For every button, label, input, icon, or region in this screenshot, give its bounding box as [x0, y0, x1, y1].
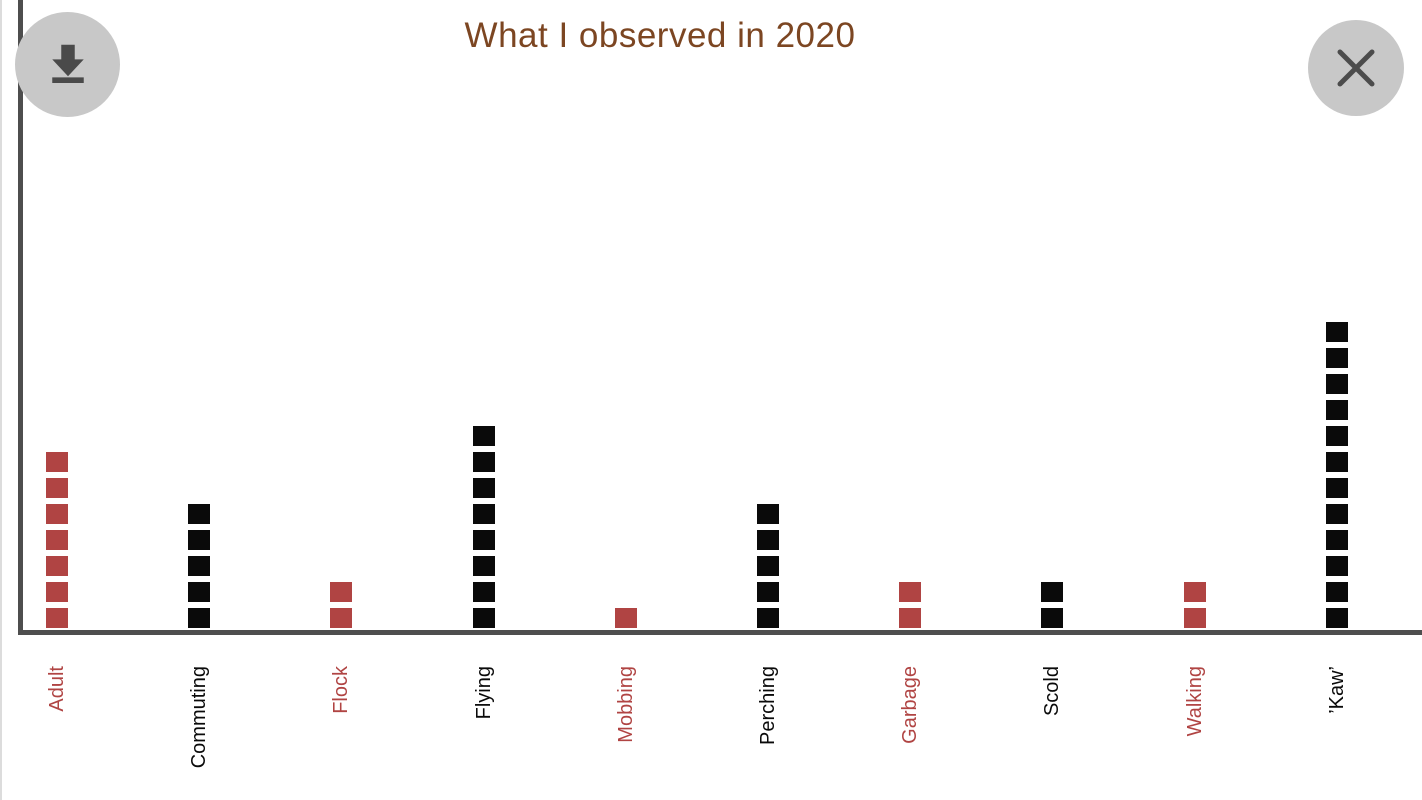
- pictogram-square: [1325, 426, 1348, 446]
- x-tick-label: Flying: [472, 666, 495, 720]
- chart-column: [330, 582, 353, 628]
- pictogram-square: [757, 530, 779, 550]
- pictogram-square: [188, 608, 211, 628]
- download-icon: [51, 44, 84, 83]
- pictogram-square: [472, 504, 495, 524]
- pictogram-square: [472, 478, 495, 498]
- pictogram-square: [472, 426, 495, 446]
- x-tick-label: Garbage: [899, 666, 922, 744]
- close-button[interactable]: [1308, 20, 1404, 116]
- pictogram-square: [1041, 608, 1064, 628]
- chart-column: [614, 608, 637, 628]
- x-tick-label: ’Kaw’: [1325, 666, 1348, 714]
- pictogram-square: [1325, 400, 1348, 420]
- pictogram-square: [1183, 608, 1206, 628]
- pictogram-square: [1325, 504, 1348, 524]
- pictogram-square: [757, 608, 779, 628]
- pictogram-square: [472, 608, 495, 628]
- x-tick-label: Perching: [757, 666, 779, 745]
- chart-column: [1183, 582, 1206, 628]
- pictogram-square: [330, 608, 353, 628]
- pictogram-square: [46, 608, 68, 628]
- pictogram-square: [1041, 582, 1064, 602]
- chart-column: [1041, 582, 1064, 628]
- pictogram-square: [472, 530, 495, 550]
- pictogram-square: [188, 530, 211, 550]
- pictogram-square: [46, 478, 68, 498]
- x-tick-label: Mobbing: [614, 666, 637, 743]
- pictogram-square: [1183, 582, 1206, 602]
- y-axis-line: [18, 0, 23, 635]
- pictogram-square: [472, 556, 495, 576]
- chart-column: [472, 426, 495, 628]
- pictogram-square: [1325, 556, 1348, 576]
- pictogram-square: [472, 582, 495, 602]
- x-tick-label: Scold: [1041, 666, 1064, 717]
- pictogram-square: [188, 556, 211, 576]
- close-icon: [1337, 49, 1375, 87]
- pictogram-square: [46, 582, 68, 602]
- pictogram-square: [899, 582, 922, 602]
- pictogram-square: [757, 556, 779, 576]
- pictogram-square: [899, 608, 922, 628]
- pictogram-square: [1325, 452, 1348, 472]
- download-button[interactable]: [15, 12, 120, 117]
- pictogram-square: [46, 556, 68, 576]
- pictogram-square: [46, 504, 68, 524]
- chart-column: [1325, 322, 1348, 628]
- x-tick-label: Commuting: [188, 666, 211, 769]
- pictogram-square: [188, 582, 211, 602]
- pictogram-square: [1325, 348, 1348, 368]
- x-tick-label: Flock: [330, 666, 353, 714]
- pictogram-square: [1325, 478, 1348, 498]
- pictogram-square: [1325, 608, 1348, 628]
- pictogram-square: [614, 608, 637, 628]
- pictogram-square: [472, 452, 495, 472]
- pictogram-square: [46, 452, 68, 472]
- chart-title: What I observed in 2020: [464, 16, 856, 55]
- pictogram-square: [1325, 530, 1348, 550]
- pictogram-square: [46, 530, 68, 550]
- x-tick-label: Adult: [46, 666, 68, 712]
- x-axis-line: [18, 630, 1422, 635]
- pictogram-square: [1325, 582, 1348, 602]
- pictogram-square: [330, 582, 353, 602]
- pictogram-square: [1325, 374, 1348, 394]
- x-tick-label: Walking: [1183, 666, 1206, 737]
- pictogram-square: [1325, 322, 1348, 342]
- pictogram-square: [757, 582, 779, 602]
- left-edge-divider: [0, 0, 2, 800]
- pictogram-square: [757, 504, 779, 524]
- chart-column: [46, 452, 68, 628]
- chart-column: [899, 582, 922, 628]
- chart-column: [188, 504, 211, 628]
- chart-column: [757, 504, 779, 628]
- pictogram-square: [188, 504, 211, 524]
